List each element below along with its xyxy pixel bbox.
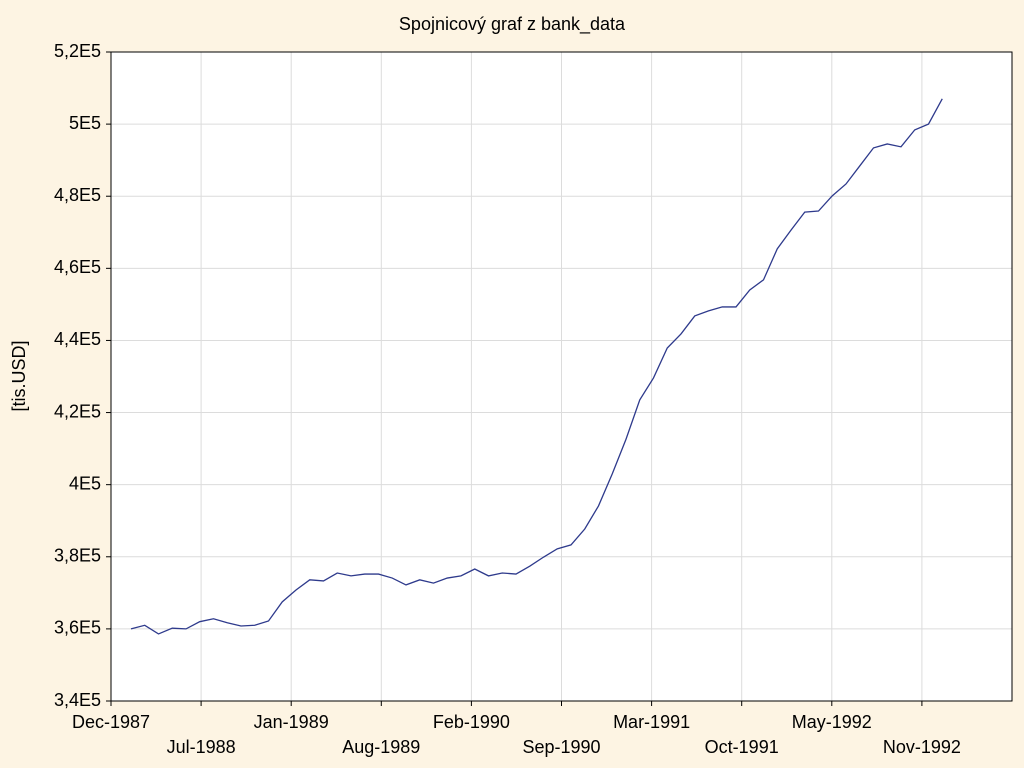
- y-tick-label: 3,8E5: [54, 546, 101, 566]
- plot-frame: [110, 51, 1013, 702]
- y-tick-label: 4,2E5: [54, 401, 101, 421]
- data-line: [130, 98, 943, 635]
- x-tick-label: Mar-1991: [613, 712, 690, 732]
- x-tick-label: Jan-1989: [254, 712, 329, 732]
- y-tick-label: 5,2E5: [54, 41, 101, 61]
- x-tick-label: Feb-1990: [433, 712, 510, 732]
- y-tick-label: 4,8E5: [54, 185, 101, 205]
- y-tick-label: 4,6E5: [54, 257, 101, 277]
- x-tick-label: Dec-1987: [72, 712, 150, 732]
- x-tick-label: Sep-1990: [522, 737, 600, 757]
- x-tick-label: Aug-1989: [342, 737, 420, 757]
- y-tick-label: 5E5: [69, 113, 101, 133]
- chart-title: Spojnicový graf z bank_data: [399, 14, 626, 35]
- y-axis-label: [tis.USD]: [9, 340, 29, 411]
- x-tick-label: May-1992: [792, 712, 872, 732]
- y-tick-label: 4E5: [69, 473, 101, 493]
- y-tick-label: 4,4E5: [54, 329, 101, 349]
- x-tick-label: Nov-1992: [883, 737, 961, 757]
- x-tick-label: Oct-1991: [705, 737, 779, 757]
- y-tick-label: 3,6E5: [54, 618, 101, 638]
- y-tick-label: 3,4E5: [54, 690, 101, 710]
- x-tick-label: Jul-1988: [167, 737, 236, 757]
